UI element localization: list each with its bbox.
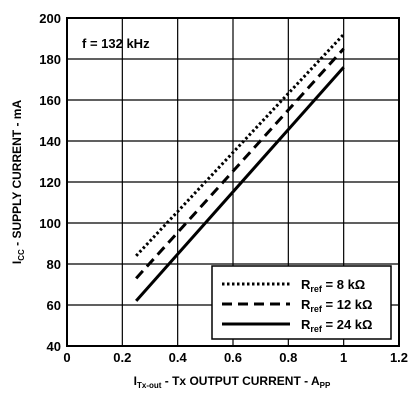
series-line-3 — [135, 66, 345, 302]
x-tick-label: 0.8 — [279, 350, 297, 365]
legend-label-2: Rref = 12 kΩ — [301, 297, 372, 314]
x-tick-label: 0 — [63, 350, 70, 365]
y-tick-label: 80 — [47, 257, 61, 272]
y-tick-label: 200 — [39, 11, 61, 26]
y-tick-label: 160 — [39, 93, 61, 108]
x-axis-label: ITx-out - Tx OUTPUT CURRENT - APP — [134, 374, 331, 390]
frequency-annotation: f = 132 kHz — [82, 36, 150, 51]
y-tick-label: 140 — [39, 134, 61, 149]
series-line-1 — [135, 33, 345, 257]
plot-frame — [66, 17, 400, 347]
x-tick-label: 0.4 — [169, 350, 188, 365]
x-tick-label: 1.2 — [390, 350, 408, 365]
legend: Rref = 8 kΩ Rref = 12 kΩ Rref = 24 kΩ — [211, 265, 392, 340]
legend-label-1: Rref = 8 kΩ — [301, 277, 365, 294]
y-tick-label: 60 — [47, 298, 61, 313]
y-tick-label: 120 — [39, 175, 61, 190]
series-line-2 — [135, 47, 345, 280]
series-layer — [135, 33, 345, 302]
legend-label-3: Rref = 24 kΩ — [301, 317, 372, 334]
y-tick-label: 180 — [39, 52, 61, 67]
y-tick-label: 100 — [39, 216, 61, 231]
x-tick-label: 0.6 — [224, 350, 242, 365]
x-tick-labels: 0 0.2 0.4 0.6 0.8 1 1.2 — [63, 350, 408, 365]
grid — [66, 17, 400, 347]
y-tick-label: 40 — [47, 339, 61, 354]
y-axis-label: ICC - SUPPLY CURRENT - mA — [10, 100, 26, 265]
x-tick-label: 0.2 — [113, 350, 131, 365]
y-tick-labels: 40 60 80 100 120 140 160 180 200 — [39, 11, 61, 354]
x-tick-label: 1 — [340, 350, 347, 365]
